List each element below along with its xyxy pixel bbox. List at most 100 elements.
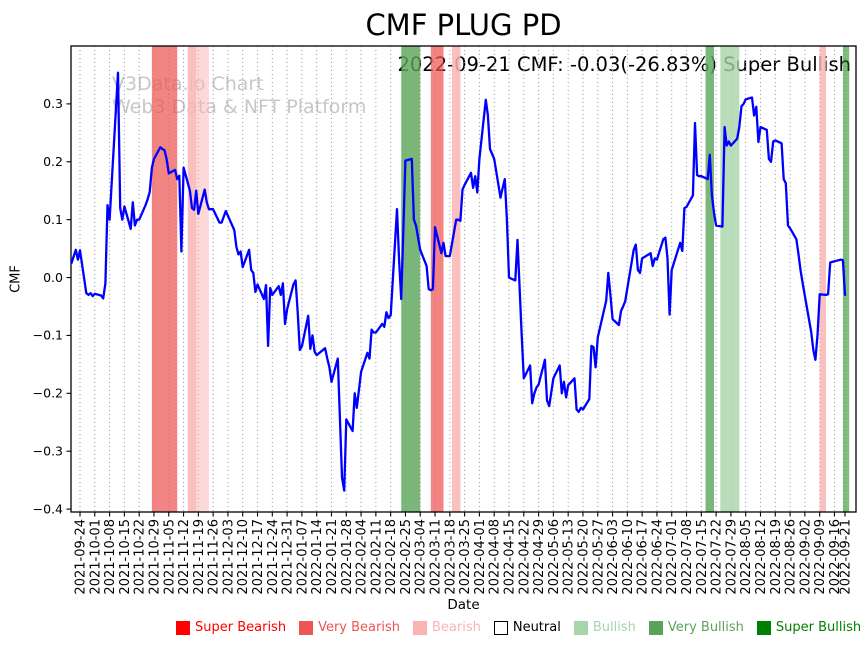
legend-item-super-bullish: Super Bullish (756, 620, 862, 635)
legend-label: Very Bearish (318, 620, 400, 635)
legend-label: Bullish (592, 620, 636, 635)
x-tick-label: 2021-10-29 (147, 519, 162, 595)
legend-patch-bearish (412, 620, 427, 635)
x-tick-label: 2022-08-12 (754, 519, 769, 595)
legend-item-very-bullish: Very Bullish (648, 620, 744, 635)
y-tick-label: −0.2 (33, 386, 63, 401)
legend-item-super-bearish: Super Bearish (176, 620, 286, 635)
chart-title: CMF PLUG PD (365, 8, 562, 42)
x-tick-label: 2022-06-03 (606, 519, 621, 595)
x-tick-label: 2021-10-01 (88, 519, 103, 595)
y-tick-label: 0.3 (43, 96, 63, 111)
plot-border (70, 45, 857, 513)
x-tick-label: 2021-12-17 (251, 519, 266, 595)
y-tick-label: −0.1 (33, 328, 63, 343)
y-tick-label: 0.1 (43, 212, 63, 227)
legend-patch-very-bearish (299, 620, 314, 635)
legend-item-very-bearish: Very Bearish (299, 620, 400, 635)
x-tick-label: 2022-09-02 (798, 519, 813, 595)
x-tick-label: 2022-06-17 (636, 519, 651, 595)
x-tick-label: 2022-04-29 (532, 519, 547, 595)
x-tick-label: 2021-10-22 (133, 519, 148, 595)
x-tick-label: 2022-07-15 (695, 519, 710, 595)
x-tick-label: 2021-11-12 (177, 519, 192, 595)
legend-label: Super Bearish (195, 620, 287, 635)
band-bullish (720, 46, 740, 512)
legend-patch-super-bullish (756, 620, 771, 635)
x-tick-label: 2022-02-04 (355, 519, 370, 595)
x-tick-label: 2022-01-21 (325, 519, 340, 595)
x-tick-label: 2022-05-13 (562, 519, 577, 595)
x-tick-label: 2022-01-28 (340, 519, 355, 595)
x-tick-label: 2022-04-22 (517, 519, 532, 595)
legend-item-bearish: Bearish (412, 620, 481, 635)
x-tick-label: 2022-07-08 (680, 519, 695, 595)
legend-item-neutral: Neutral (493, 620, 561, 635)
band-bearish (451, 46, 461, 512)
x-tick-label: 2022-07-29 (724, 519, 739, 595)
legend-item-bullish: Bullish (573, 620, 636, 635)
legend-label: Very Bullish (667, 620, 744, 635)
y-tick-label: −0.4 (33, 501, 63, 516)
x-tick-label: 2021-12-03 (221, 519, 236, 595)
x-tick-label: 2022-07-01 (665, 519, 680, 595)
y-tick-label: −0.3 (33, 444, 63, 459)
band-super-bullish (842, 46, 850, 512)
x-tick-label: 2022-03-04 (414, 519, 429, 595)
band-bearish (196, 46, 209, 512)
x-tick-label: 2021-12-10 (236, 519, 251, 595)
legend-patch-super-bearish (176, 620, 190, 635)
x-tick-label: 2022-06-10 (621, 519, 636, 595)
y-axis-label: CMF (8, 265, 24, 293)
x-tick-label: 2021-11-26 (207, 519, 222, 595)
x-axis-label: Date (447, 597, 480, 613)
x-tick-label: 2022-01-07 (295, 519, 310, 595)
x-tick-label: 2022-04-15 (502, 519, 517, 595)
x-tick-label: 2022-08-19 (769, 519, 784, 595)
legend-label: Neutral (512, 620, 561, 635)
x-tick-label: 2022-09-16 (828, 519, 843, 595)
x-tick-label: 2022-06-24 (650, 519, 665, 595)
band-bearish (187, 46, 197, 512)
legend-patch-bullish (573, 620, 588, 635)
x-tick-label: 2022-09-21 (839, 519, 854, 595)
x-tick-label: 2022-02-25 (399, 519, 414, 595)
x-tick-label: 2021-11-19 (192, 519, 207, 595)
x-tick-label: 2022-07-22 (710, 519, 725, 595)
y-tick-label: 0.2 (43, 154, 63, 169)
legend: Super Bearish Very Bearish Bearish Neutral B… (176, 620, 861, 635)
x-tick-label: 2021-12-24 (266, 519, 281, 595)
band-bearish (819, 46, 826, 512)
x-tick-label: 2022-08-05 (739, 519, 754, 595)
x-tick-label: 2022-01-14 (310, 519, 325, 595)
x-tick-label: 2022-05-20 (576, 519, 591, 595)
x-tick-label: 2021-10-08 (103, 519, 118, 595)
x-tick-label: 2022-05-27 (591, 519, 606, 595)
x-tick-label: 2022-04-01 (473, 519, 488, 595)
x-tick-label: 2022-09-09 (813, 519, 828, 595)
band-very-bullish (401, 46, 421, 512)
band-very-bullish (705, 46, 715, 512)
x-tick-label: 2022-03-25 (458, 519, 473, 595)
x-tick-label: 2022-04-08 (488, 519, 503, 595)
x-tick-label: 2021-09-24 (74, 519, 89, 595)
cmf-line (70, 71, 847, 492)
x-tick-label: 2021-11-05 (162, 519, 177, 595)
x-tick-label: 2022-03-11 (429, 519, 444, 595)
y-tick-label: 0.0 (43, 270, 63, 285)
x-tick-label: 2022-02-18 (384, 519, 399, 595)
x-tick-label: 2022-02-11 (369, 519, 384, 595)
x-tick-label: 2022-03-18 (443, 519, 458, 595)
band-very-bearish (430, 46, 444, 512)
band-very-bearish (151, 46, 178, 512)
x-tick-label: 2022-05-06 (547, 519, 562, 595)
legend-label: Super Bullish (775, 620, 862, 635)
x-tick-label: 2022-08-26 (784, 519, 799, 595)
x-tick-label: 2021-12-31 (281, 519, 296, 595)
legend-patch-very-bullish (648, 620, 663, 635)
legend-label: Bearish (431, 620, 481, 635)
x-tick-label: 2021-10-15 (118, 519, 133, 595)
legend-patch-neutral (493, 620, 508, 635)
